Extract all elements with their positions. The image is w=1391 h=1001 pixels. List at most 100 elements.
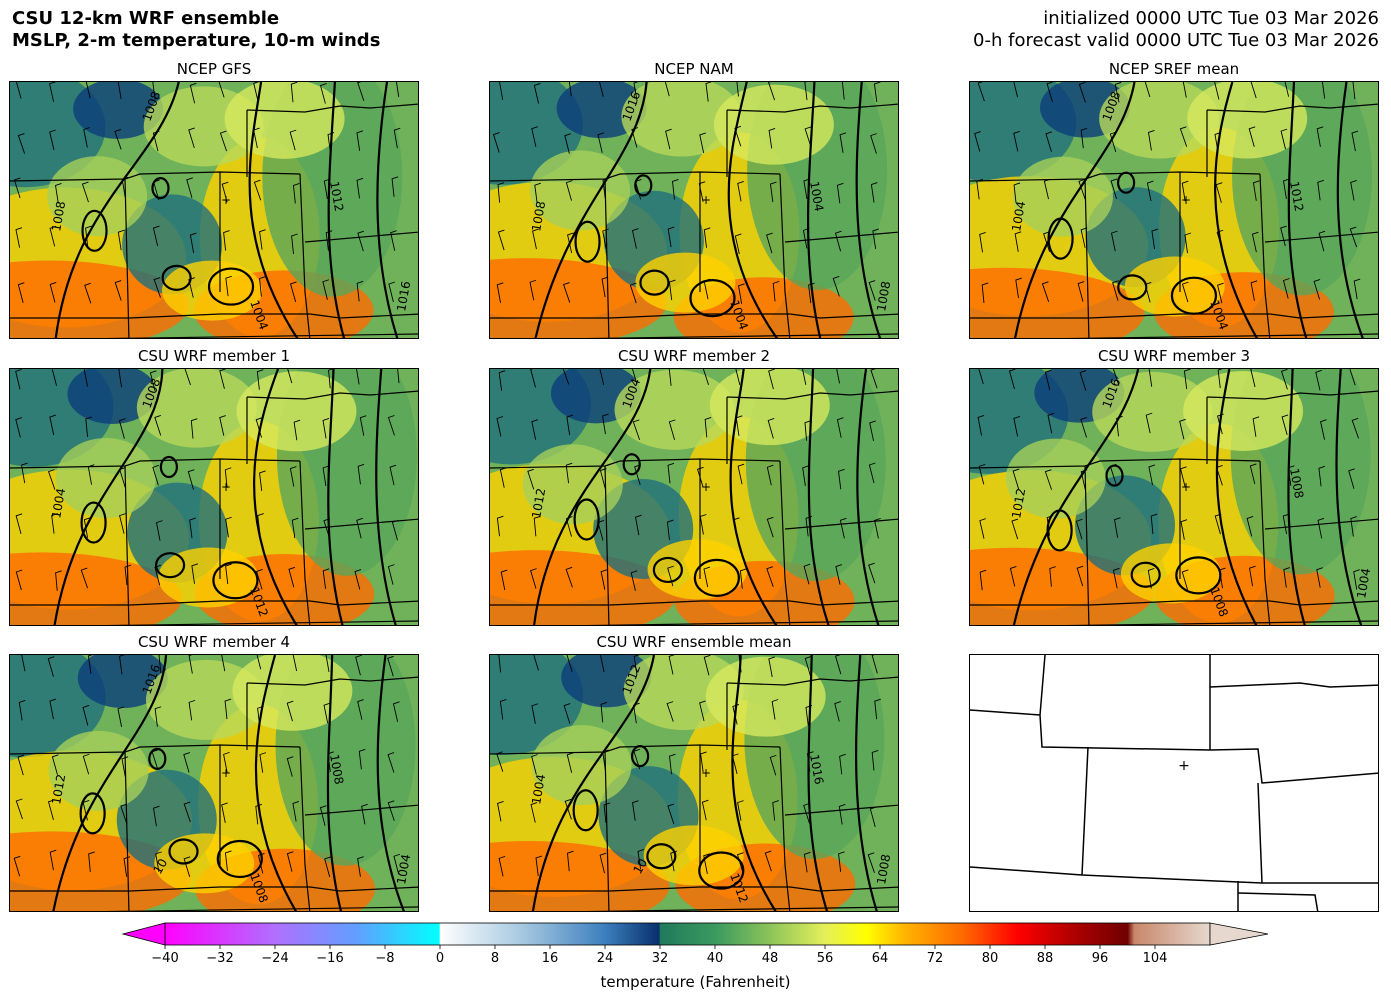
wind-barb	[736, 82, 739, 97]
wind-barb	[1350, 516, 1357, 537]
wind-barb	[393, 853, 401, 875]
wind-barb	[1180, 466, 1187, 487]
panel-title	[969, 633, 1379, 655]
colorbar-max-extend	[1209, 922, 1269, 946]
isobar	[729, 369, 778, 625]
isobar	[1012, 369, 1140, 625]
wind-barb	[355, 655, 362, 676]
temperature-shading	[522, 444, 623, 525]
wind-barb	[1075, 518, 1083, 540]
isobar-closed	[622, 453, 641, 476]
panel-title: CSU WRF member 2	[617, 347, 771, 365]
wind-barb	[259, 229, 266, 250]
wind-barb	[358, 748, 366, 770]
colorbar-tick-label: 48	[762, 951, 779, 966]
wind-barb	[393, 127, 401, 149]
wind-barb	[291, 517, 299, 539]
isobar-closed	[693, 558, 740, 597]
wind-barb	[565, 566, 573, 588]
wind-barb	[535, 855, 543, 877]
wind-barb	[533, 83, 541, 104]
colorbar-gradient	[164, 922, 1211, 946]
isobar	[1014, 82, 1136, 338]
wind-barb	[1076, 565, 1084, 587]
wind-barb	[835, 564, 843, 585]
wind-barb	[499, 82, 504, 100]
isobar	[1336, 82, 1364, 338]
wind-barb	[600, 701, 608, 723]
wind-barb	[599, 655, 605, 673]
wind-barb	[154, 564, 162, 586]
wind-barb	[1353, 569, 1360, 590]
wind-barb	[602, 228, 609, 250]
wind-barb	[700, 751, 707, 772]
wind-barb	[568, 82, 572, 97]
temperature-shading	[713, 84, 834, 165]
wind-barb	[1144, 82, 1151, 98]
station-marker: +	[701, 480, 711, 494]
wind-barb	[737, 181, 744, 202]
wind-barb	[699, 132, 706, 154]
wind-barb	[118, 418, 126, 439]
wind-barb	[496, 282, 504, 303]
wind-barb	[802, 369, 807, 385]
temperature-map: +1004 1012	[489, 368, 899, 626]
wind-barb	[1313, 279, 1321, 300]
wind-barb	[1353, 278, 1361, 300]
state-border	[1206, 390, 1378, 400]
wind-barb	[219, 415, 226, 436]
station-marker: +	[701, 193, 711, 207]
wind-barb	[256, 569, 263, 590]
panel-title: NCEP GFS	[176, 60, 252, 78]
wind-barb	[533, 515, 541, 537]
wind-barb	[1282, 278, 1290, 299]
wind-barb	[253, 82, 259, 102]
wind-barb	[392, 701, 400, 722]
wind-barb	[603, 802, 611, 823]
wind-barb	[1150, 513, 1158, 535]
wind-barb	[1078, 178, 1086, 200]
state-border	[124, 178, 130, 338]
wind-barb	[356, 517, 363, 539]
colorbar-tick-label: 88	[1037, 951, 1054, 966]
wind-barb	[155, 520, 163, 541]
isobar-closed	[573, 498, 600, 541]
state-border	[1237, 892, 1319, 911]
wind-barb	[1250, 280, 1258, 301]
wind-barb	[223, 751, 230, 773]
isobar-label: 1008	[49, 200, 68, 233]
state-border	[970, 600, 1378, 606]
colorbar-tick-label: 56	[817, 951, 834, 966]
wind-barb	[397, 369, 400, 384]
wind-barb	[188, 699, 196, 721]
wind-barb	[322, 568, 330, 589]
wind-barb	[702, 369, 709, 386]
wind-barb	[600, 569, 608, 590]
wind-barb	[1116, 415, 1123, 437]
wind-barb	[289, 129, 297, 151]
colorbar-tick-label: 32	[652, 951, 669, 966]
wind-barb	[804, 82, 808, 101]
temperature-shading	[643, 825, 744, 886]
wind-barb	[633, 82, 639, 102]
wind-barb	[1352, 82, 1356, 100]
isobar	[1287, 82, 1308, 338]
wind-barb	[292, 801, 300, 822]
wind-barb	[1077, 281, 1085, 302]
wind-barb	[325, 230, 333, 251]
wind-barb	[672, 179, 679, 200]
isobar-closed	[161, 264, 192, 291]
wind-barb	[667, 803, 675, 825]
wind-barb	[1183, 369, 1191, 390]
wind-barb	[286, 700, 294, 722]
wind-barb	[599, 852, 607, 874]
wind-barb	[977, 82, 985, 102]
temperature-map: +1016 1008 1004 1004 1008	[489, 81, 899, 339]
colorbar-tick-label: 72	[927, 951, 944, 966]
state-border	[299, 173, 311, 338]
state-border	[1209, 748, 1378, 784]
wind-barb	[191, 563, 199, 584]
